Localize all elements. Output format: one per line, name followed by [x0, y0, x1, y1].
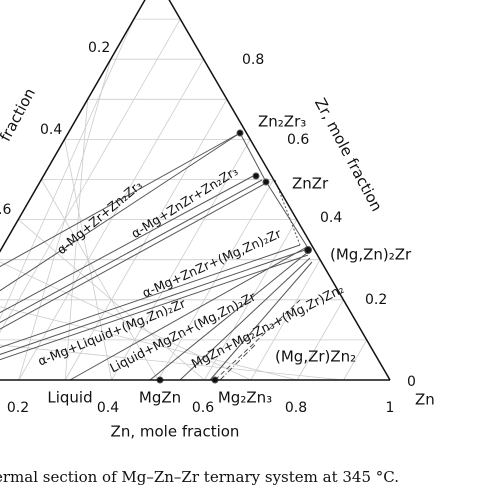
tie-lines [0, 129, 313, 384]
phase-label: Mg₂Zn₃ [218, 389, 272, 407]
left-tick: 0.4 [40, 122, 62, 138]
caption: ermal section of Mg–Zn–Zr ternary system… [0, 468, 399, 486]
zn-tick: 1 [386, 400, 395, 416]
phase-label: (Mg,Zr)Zn₂ [275, 348, 356, 366]
phase-label: MgZn [139, 389, 181, 407]
grid-line [296, 299, 344, 381]
zn-axis-label: Zn, mole fraction [111, 423, 240, 441]
grid-line [0, 18, 181, 333]
triangle-frame [0, 0, 391, 381]
phase-label: (Mg,Zn)₂Zr [330, 246, 412, 264]
zr-tick: 0 [407, 374, 416, 390]
zr-tick: 0.6 [287, 132, 309, 148]
grid-line [250, 259, 321, 381]
zn-tick: 0.8 [285, 400, 307, 416]
grid-line [0, 344, 344, 381]
corner-label: Zn [415, 391, 435, 409]
left-tick: 0.2 [88, 40, 110, 56]
phase-label: Liquid [47, 389, 92, 407]
grid-line [157, 179, 274, 381]
zr-tick: 0.4 [320, 210, 342, 226]
zr-axis-label: Zr, mole fraction [311, 95, 386, 214]
grid-line [0, 261, 251, 381]
zn-tick: 0.6 [192, 400, 214, 416]
grid-line [0, 306, 298, 381]
grid-line [64, 99, 228, 381]
grid-line [18, 219, 205, 381]
zn-tick: 0.4 [97, 400, 119, 416]
grid [0, 18, 368, 381]
region-label: α-Mg+Zr+Zn₂Zr₃ [54, 177, 145, 257]
zr-tick: 0.8 [242, 52, 264, 68]
phase-label: Zn₂Zr₃ [258, 113, 306, 131]
left-tick: .6 [0, 202, 11, 218]
phase-label: ZnZr [292, 175, 329, 193]
zr-tick: 0.2 [365, 292, 387, 308]
zn-tick: 0.2 [7, 400, 29, 416]
region-label: α-Mg+ZnZr+Zn₂Zr₃ [128, 163, 240, 241]
grid-line [41, 179, 159, 381]
left-axis-label: fraction [0, 85, 39, 144]
grid-line [204, 219, 298, 381]
grid-line [343, 339, 368, 381]
